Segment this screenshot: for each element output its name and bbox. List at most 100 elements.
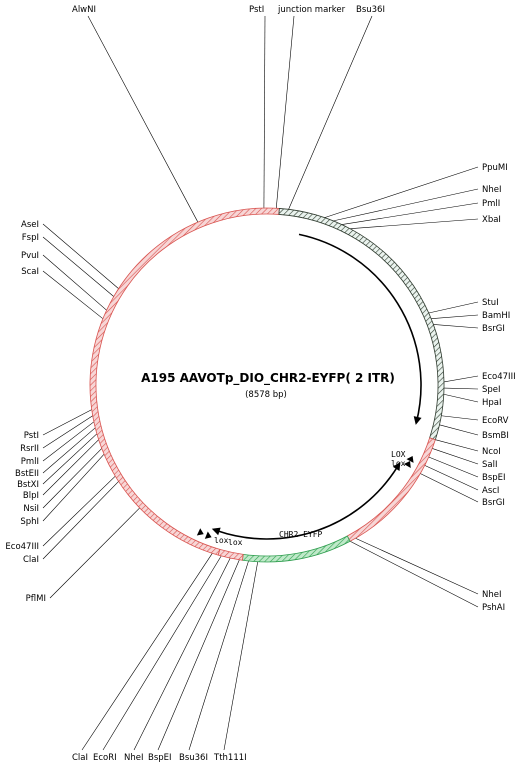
site-leader-line: [157, 559, 240, 751]
site-label: NheI: [482, 185, 501, 195]
site-leader-line: [42, 415, 93, 449]
site-leader-line: [428, 456, 479, 478]
site-leader-line: [441, 415, 479, 421]
lox-arrowhead: [204, 531, 212, 539]
site-leader-line: [42, 448, 102, 509]
site-leader-line: [288, 15, 373, 210]
site-label: PpuMI: [482, 163, 508, 173]
site-leader-line: [42, 254, 107, 311]
site-label: BamHI: [482, 311, 510, 321]
site-label: AscI: [482, 486, 499, 496]
site-leader-line: [333, 188, 479, 222]
site-label: AseI: [21, 220, 39, 230]
site-label: ClaI: [23, 555, 39, 565]
site-leader-line: [133, 557, 231, 751]
site-label: SpeI: [482, 385, 501, 395]
site-label: NheI: [124, 753, 143, 763]
site-leader-line: [42, 236, 114, 297]
site-label: BsmBI: [482, 431, 509, 441]
backbone-segment-b: [217, 548, 244, 561]
chr2-eyfp-arrow: [216, 466, 399, 540]
site-label: XbaI: [482, 215, 501, 225]
site-label: NheI: [482, 590, 501, 600]
site-label: FspI: [22, 233, 39, 243]
site-label: BsrGI: [482, 498, 505, 508]
site-leader-line: [42, 453, 105, 522]
lox-arrowhead: [406, 456, 414, 463]
site-label: Eco47III: [5, 542, 39, 552]
site-leader-line: [42, 439, 99, 496]
green-segment: [241, 535, 351, 563]
site-label: PmlI: [482, 199, 500, 209]
site-label: NsiI: [23, 504, 39, 514]
site-leader-line: [350, 218, 479, 230]
site-leader-line: [443, 387, 479, 390]
site-label: Eco47III: [482, 372, 516, 382]
site-label: Bsu36I: [179, 753, 208, 763]
plasmid-ring: [89, 207, 445, 563]
site-label: Tth111I: [213, 753, 247, 763]
site-leader-line: [42, 427, 96, 474]
site-label: BspEI: [148, 753, 172, 763]
site-leader-line: [188, 560, 249, 751]
site-leader-line: [349, 541, 479, 608]
feature-label: lox: [214, 536, 229, 545]
lox-arrowhead: [196, 528, 204, 536]
site-label: Bsu36I: [356, 5, 385, 15]
chr2-eyfp-arrow-tail: [392, 462, 401, 472]
insert-arrow-head: [413, 416, 422, 425]
site-leader-line: [432, 448, 479, 465]
leader-lines: [42, 15, 479, 751]
site-leader-line: [42, 270, 104, 319]
insert-arrow: [298, 233, 422, 423]
site-label: BstEII: [15, 469, 39, 479]
site-leader-line: [42, 223, 119, 289]
site-label: PflMI: [26, 594, 46, 604]
site-label: BsrGI: [482, 324, 505, 334]
site-leader-line: [341, 202, 479, 225]
site-label: PstI: [249, 5, 264, 15]
site-leader-line: [443, 393, 479, 403]
site-leader-line: [49, 507, 140, 599]
site-leader-line: [275, 15, 295, 209]
site-leader-line: [42, 481, 119, 560]
site-leader-line: [42, 421, 95, 462]
site-leader-line: [263, 15, 266, 209]
site-leader-line: [42, 409, 92, 436]
site-label: ScaI: [21, 267, 39, 277]
site-leader-line: [424, 465, 479, 491]
site-label: SalI: [482, 460, 497, 470]
site-label: EcoRV: [482, 416, 509, 426]
site-leader-line: [443, 375, 479, 383]
feature-label: lox: [391, 459, 406, 468]
site-leader-line: [42, 475, 116, 547]
feature-label: CHR2-EYFP: [279, 530, 323, 539]
site-leader-line: [324, 166, 479, 218]
site-leader-line: [433, 324, 479, 329]
site-label: BspEI: [482, 473, 506, 483]
site-leader-line: [431, 314, 479, 319]
site-leader-line: [428, 301, 479, 314]
site-label: BstXI: [17, 480, 39, 490]
site-label: SphI: [20, 517, 39, 527]
lox-arrowhead: [403, 461, 411, 468]
site-label: RsrII: [20, 444, 39, 454]
site-leader-line: [81, 553, 213, 751]
site-leader-line: [435, 439, 479, 452]
site-label: HpaI: [482, 398, 502, 408]
feature-label: LOX: [391, 450, 406, 459]
site-label: BlpI: [23, 491, 39, 501]
feature-label: lox: [228, 538, 243, 547]
site-label: EcoRI: [93, 753, 117, 763]
site-leader-line: [102, 555, 222, 751]
site-label: PvuI: [21, 251, 39, 261]
site-leader-line: [355, 538, 479, 595]
site-label: PshAI: [482, 603, 505, 613]
site-leader-line: [420, 473, 479, 503]
site-labels: AlwNI PstI junction marker Bsu36I PpuMI NheI P…: [5, 5, 515, 763]
site-label: PstI: [24, 431, 39, 441]
site-label: ClaI: [72, 753, 88, 763]
site-label: PmlI: [21, 457, 39, 467]
